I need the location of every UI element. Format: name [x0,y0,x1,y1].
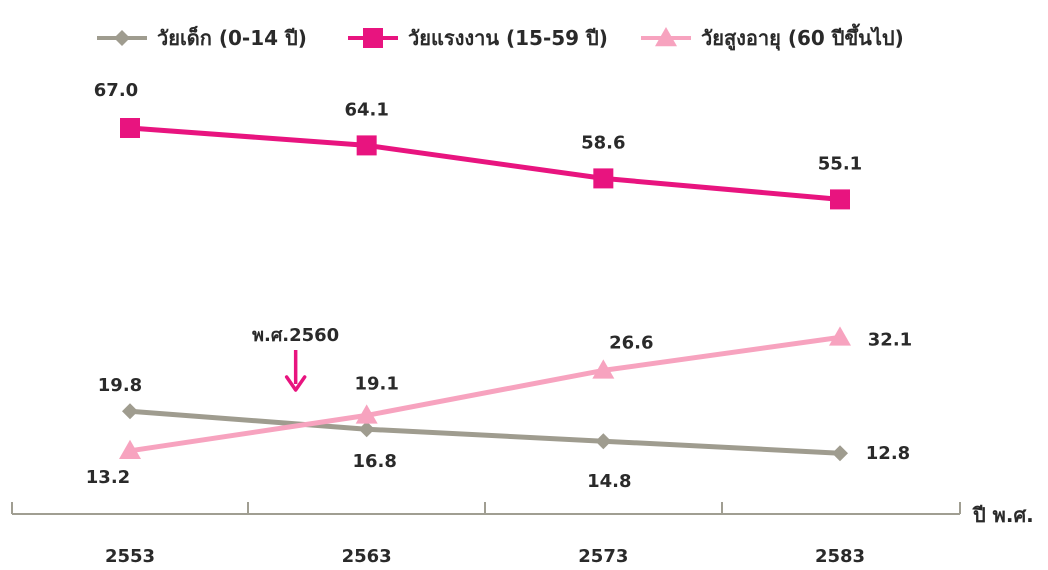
x-tick-label-2563: 2563 [342,546,392,567]
data-label-elderly-2563: 19.1 [354,373,398,394]
data-label-working-age-2563: 64.1 [344,99,388,120]
data-label-children-2563: 16.8 [352,451,396,472]
series-point-elderly-2563 [355,404,378,424]
series-point-elderly-2573 [592,359,615,379]
data-label-elderly-2583: 32.1 [868,329,912,350]
annotation-label: พ.ศ.2560 [252,325,339,346]
data-label-working-age-2553: 67.0 [94,80,138,101]
series-markers [119,118,851,462]
x-tick-label-2553: 2553 [105,546,155,567]
data-label-working-age-2583: 55.1 [818,153,862,174]
data-label-children-2573: 14.8 [587,471,631,492]
series-point-elderly-2553 [119,439,141,460]
data-label-elderly-2573: 26.6 [609,332,653,353]
series-point-working-age-2553 [120,118,140,138]
series-line-elderly [127,334,843,454]
series-line-children [127,408,843,456]
series-point-working-age-2573 [593,168,614,189]
series-line-working-age [127,125,843,202]
series-point-working-age-2583 [830,189,850,210]
annotation-arrow-head [284,375,307,392]
x-tick-label-2583: 2583 [815,546,865,567]
legend-marker-2 [363,28,383,48]
series-point-children-2583 [832,445,848,462]
series-point-children-2563 [358,421,375,438]
series-point-children-2553 [122,403,138,420]
x-tick-label-2573: 2573 [578,546,628,567]
legend-marker-1 [114,30,130,46]
data-label-working-age-2573: 58.6 [581,132,625,153]
series-point-elderly-2583 [829,326,851,346]
series-point-children-2573 [595,433,612,450]
series-point-working-age-2563 [356,135,377,156]
data-label-elderly-2553: 13.2 [86,467,130,488]
data-labels: 19.8 16.8 14.8 12.8 67.0 64.1 58.6 55.1 13.2 19.1… [86,80,912,492]
data-label-children-2583: 12.8 [866,443,910,464]
data-label-children-2553: 19.8 [98,375,142,396]
series-lines [127,125,843,456]
legend-label-2: วัยแรงงาน (15-59 ปี) [408,26,608,50]
legend-marker-3 [655,27,677,47]
legend: วัยเด็ก (0-14 ปี) วัยแรงงาน (15-59 ปี) วัย… [97,23,904,52]
x-axis: 2553 2563 2573 2583 ปี พ.ศ. [11,502,1034,567]
annotations: พ.ศ.2560 [252,325,339,392]
legend-label-1: วัยเด็ก (0-14 ปี) [157,25,307,50]
legend-label-3: วัยสูงอายุ (60 ปีขึ้นไป) [701,23,904,52]
x-axis-title: ปี พ.ศ. [972,503,1034,527]
